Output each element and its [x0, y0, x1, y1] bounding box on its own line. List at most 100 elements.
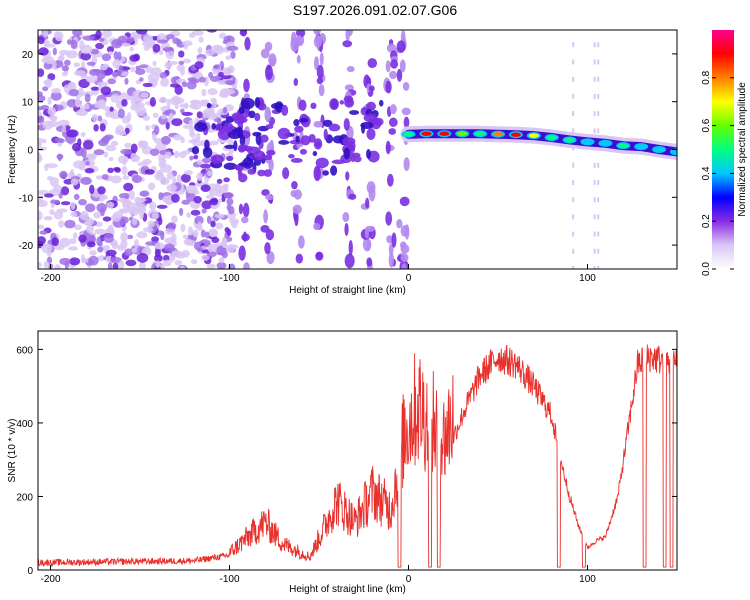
streak-blob: [345, 171, 350, 181]
noise-blob: [101, 245, 111, 250]
noise-blob: [154, 242, 165, 250]
noise-blob: [152, 112, 159, 118]
noise-blob: [257, 102, 267, 111]
noise-blob: [88, 255, 99, 266]
noise-blob: [82, 139, 94, 150]
faint-dash: [572, 231, 575, 237]
noise-blob: [125, 259, 137, 267]
faint-dash: [593, 59, 596, 65]
noise-blob: [95, 42, 105, 50]
noise-blob: [206, 113, 217, 120]
noise-blob: [100, 64, 108, 71]
noise-blob: [98, 99, 107, 108]
noise-blob: [254, 112, 261, 122]
noise-blob: [349, 110, 360, 116]
y-tick-label: 20: [22, 50, 34, 61]
noise-blob: [84, 203, 96, 213]
noise-blob: [290, 158, 303, 163]
noise-blob: [147, 72, 160, 83]
colorbar-tick-label: 0.2: [701, 214, 712, 228]
noise-blob: [204, 139, 210, 151]
streak-blob: [344, 84, 354, 91]
noise-blob: [178, 207, 184, 217]
streak-blob: [264, 41, 273, 52]
noise-blob: [176, 174, 183, 183]
noise-blob: [329, 98, 339, 110]
noise-blob: [70, 211, 78, 217]
noise-blob: [123, 182, 134, 192]
noise-blob: [64, 59, 71, 66]
streak-blob: [348, 239, 353, 256]
noise-blob: [224, 144, 236, 150]
noise-blob: [126, 111, 132, 122]
noise-blob: [164, 151, 172, 159]
streak-blob: [402, 81, 410, 91]
noise-blob: [152, 60, 157, 67]
noise-blob: [181, 111, 193, 117]
noise-blob: [233, 140, 238, 152]
noise-blob: [82, 35, 95, 41]
noise-blob: [38, 236, 46, 245]
noise-blob: [183, 42, 188, 50]
noise-blob: [192, 140, 203, 147]
noise-blob: [226, 198, 234, 206]
faint-dash: [572, 128, 575, 134]
y-tick-label: 600: [16, 345, 33, 356]
noise-blob: [164, 61, 173, 69]
noise-blob: [226, 204, 232, 211]
streak-blob: [293, 78, 299, 87]
noise-blob: [38, 142, 43, 147]
snr-frame: [37, 330, 678, 571]
noise-blob: [226, 155, 234, 162]
noise-blob: [205, 194, 215, 199]
streak-blob: [264, 64, 273, 80]
noise-blob: [263, 154, 273, 161]
noise-blob: [223, 192, 234, 199]
y-tick-label: 0: [27, 146, 33, 157]
noise-blob: [343, 147, 351, 160]
noise-blob: [61, 65, 69, 72]
streak-blob: [366, 257, 373, 267]
noise-blob: [38, 106, 45, 111]
streak-blob: [399, 59, 406, 73]
noise-blob: [198, 36, 204, 43]
noise-blob: [172, 177, 177, 185]
streak-blob: [367, 58, 378, 69]
noise-blob: [80, 52, 92, 61]
noise-blob: [139, 92, 149, 99]
noise-blob: [156, 204, 168, 209]
noise-blob: [119, 92, 130, 102]
noise-blob: [190, 79, 200, 84]
streak-blob: [315, 251, 324, 261]
noise-blob: [208, 140, 219, 146]
noise-blob: [182, 124, 194, 129]
noise-blob: [80, 132, 86, 138]
ridge-point: [564, 137, 575, 143]
noise-blob: [152, 43, 161, 53]
faint-dash: [593, 197, 596, 203]
colorbar: [712, 30, 734, 269]
noise-blob: [61, 71, 68, 77]
noise-blob: [192, 229, 199, 238]
streak-blob: [396, 68, 403, 82]
noise-blob: [121, 42, 131, 47]
noise-blob: [178, 60, 185, 65]
noise-blob: [174, 260, 183, 266]
noise-blob: [205, 49, 215, 56]
x-tick-label: -100: [220, 273, 240, 284]
noise-blob: [213, 184, 222, 193]
noise-blob: [53, 104, 64, 111]
noise-blob: [231, 84, 238, 89]
noise-blob: [206, 215, 212, 224]
noise-blob: [140, 140, 149, 148]
noise-blob: [85, 225, 95, 234]
noise-blob: [38, 94, 46, 102]
noise-blob: [130, 152, 138, 162]
ridge-point: [600, 141, 611, 146]
streak-blob: [313, 165, 321, 182]
noise-blob: [366, 148, 371, 159]
noise-blob: [60, 201, 71, 206]
noise-blob: [93, 211, 101, 219]
streak-blob: [366, 101, 376, 111]
streak-blob: [238, 245, 246, 261]
